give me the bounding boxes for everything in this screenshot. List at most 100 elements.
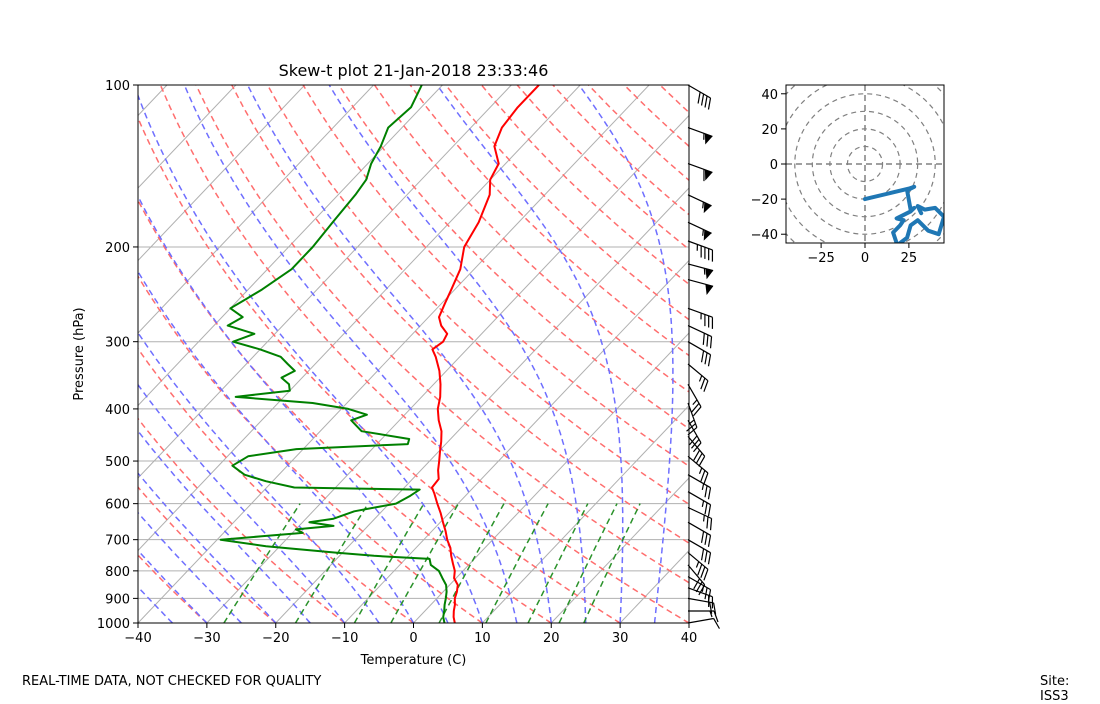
x-axis-label: Temperature (C): [360, 653, 467, 668]
wind-barb: [684, 222, 712, 242]
dry-adiabat: [696, 85, 1100, 623]
y-axis-label: Pressure (hPa): [72, 307, 87, 400]
y-tick-label: 200: [105, 241, 130, 256]
moist-adiabat: [0, 85, 310, 623]
barb-full: [691, 407, 703, 416]
moist-adiabat: [437, 85, 623, 623]
barb-flag: [700, 230, 711, 242]
dry-adiabat: [660, 85, 1100, 623]
isotherm-line: [207, 85, 718, 623]
dry-adiabat: [196, 85, 758, 623]
dewpoint-profile: [221, 85, 447, 623]
x-axis: −40 −30 −20 −10 0 10 20 30 40: [124, 623, 697, 646]
y-tick-label: 900: [105, 592, 130, 607]
moist-adiabat: [0, 85, 207, 623]
isotherm-line: [69, 85, 580, 623]
quality-disclaimer: REAL-TIME DATA, NOT CHECKED FOR QUALITY: [22, 674, 321, 689]
wind-barb: [683, 522, 714, 547]
hodograph-trace: [865, 187, 944, 257]
barb-flag: [700, 202, 711, 214]
dry-adiabat: [410, 85, 1100, 623]
chart-title: Skew-t plot 21-Jan-2018 23:33:46: [279, 61, 549, 80]
wind-barb: [684, 195, 712, 215]
barb-staff: [688, 164, 712, 173]
barb-half: [692, 400, 698, 405]
mixing-ratio-lines: [224, 504, 640, 623]
isotherm-line: [345, 85, 856, 623]
dry-adiabat: [0, 85, 345, 623]
y-tick-label: 800: [105, 565, 130, 580]
mixing-ratio-line: [439, 504, 504, 623]
isobars: [138, 247, 689, 598]
isotherm-line: [689, 85, 1100, 623]
hodograph-y-tick-label: −20: [751, 193, 778, 208]
wind-barbs: [678, 85, 720, 634]
barb-staff: [688, 618, 714, 623]
hodograph-y-tick-label: 0: [770, 158, 778, 173]
moist-adiabat: [689, 85, 742, 623]
dry-adiabat: [624, 85, 1100, 623]
barb-full: [701, 247, 709, 259]
x-tick-label: 10: [474, 631, 491, 646]
hodograph-y-tick-label: −40: [751, 228, 778, 243]
isotherm-line: [414, 85, 925, 623]
dry-adiabat: [0, 85, 207, 623]
barb-full: [709, 250, 717, 262]
hodograph-x-tick-label: 0: [861, 251, 869, 266]
y-tick-label: 100: [105, 79, 130, 94]
barb-staff: [688, 222, 712, 233]
y-tick-label: 500: [105, 455, 130, 470]
wind-barb: [685, 280, 713, 296]
barb-flag: [703, 284, 713, 296]
y-tick-label: 1000: [97, 617, 130, 632]
x-tick-label: 40: [681, 631, 698, 646]
hodograph-y-tick-label: 40: [761, 88, 778, 103]
isotherm-line: [138, 85, 649, 623]
barb-full: [701, 314, 709, 326]
wind-barb: [683, 326, 715, 349]
barb-full: [705, 316, 713, 328]
y-tick-label: 400: [105, 403, 130, 418]
dry-adiabat: [553, 85, 1100, 623]
isotherm-line: [482, 85, 993, 623]
dry-adiabat: [232, 85, 827, 623]
isotherm-line: [551, 85, 1062, 623]
y-tick-label: 600: [105, 498, 130, 513]
dry-adiabat: [731, 85, 1100, 623]
dry-adiabat: [482, 85, 1100, 623]
y-tick-label: 700: [105, 534, 130, 549]
hodograph-ring: [795, 94, 935, 234]
x-tick-label: 0: [409, 631, 417, 646]
barb-full: [709, 317, 717, 329]
y-tick-label: 300: [105, 336, 130, 351]
hodograph-x-tick-label: −25: [807, 251, 834, 266]
hodograph-y-tick-label: 20: [761, 123, 778, 138]
hodograph-x-tick-label: 25: [901, 251, 918, 266]
hodograph-clip: [760, 59, 971, 270]
wind-barb: [678, 420, 703, 451]
plot-frame: [138, 85, 689, 623]
barb-full: [705, 249, 713, 261]
x-tick-label: −40: [124, 631, 151, 646]
wind-barb: [683, 508, 715, 531]
hodograph: −25 0 25 40 20 0 −20 −40: [751, 59, 971, 270]
temperature-profile: [432, 85, 539, 623]
x-tick-label: −10: [331, 631, 358, 646]
wind-barb: [681, 364, 711, 392]
x-tick-label: −20: [262, 631, 289, 646]
x-tick-label: −30: [193, 631, 220, 646]
dry-adiabat: [589, 85, 1100, 623]
mixing-ratio-line: [224, 504, 300, 623]
wind-barb: [683, 475, 714, 500]
x-tick-label: 20: [543, 631, 560, 646]
x-tick-label: 30: [612, 631, 629, 646]
wind-barb: [683, 85, 714, 110]
moist-adiabat: [248, 85, 552, 623]
moist-adiabat: [329, 85, 586, 623]
wind-barb: [685, 264, 713, 280]
mixing-ratio-line: [528, 504, 588, 623]
barb-staff: [688, 195, 712, 206]
barb-full: [697, 246, 705, 258]
